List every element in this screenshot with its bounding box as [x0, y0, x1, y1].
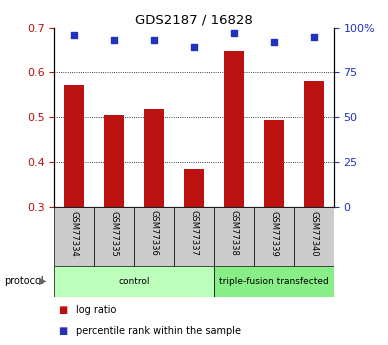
Point: [191, 45, 197, 50]
Text: GSM77337: GSM77337: [189, 210, 199, 256]
Point: [271, 39, 277, 45]
Bar: [264, 119, 284, 207]
Bar: [104, 115, 124, 207]
Bar: [214, 266, 334, 297]
Bar: [254, 207, 294, 266]
Bar: [304, 80, 324, 207]
Text: log ratio: log ratio: [76, 305, 116, 315]
Bar: [214, 207, 254, 266]
Text: triple-fusion transfected: triple-fusion transfected: [219, 277, 329, 286]
Text: ■: ■: [58, 326, 68, 336]
Text: GSM77339: GSM77339: [269, 210, 278, 256]
Bar: [94, 207, 134, 266]
Text: GSM77334: GSM77334: [70, 210, 79, 256]
Bar: [64, 85, 84, 207]
Text: protocol: protocol: [4, 276, 43, 286]
Point: [151, 37, 157, 43]
Bar: [54, 266, 214, 297]
Bar: [224, 51, 244, 207]
Bar: [184, 169, 204, 207]
Bar: [174, 207, 214, 266]
Bar: [134, 207, 174, 266]
Bar: [54, 207, 94, 266]
Text: GSM77336: GSM77336: [150, 210, 159, 256]
Point: [311, 34, 317, 39]
Text: GSM77338: GSM77338: [229, 210, 238, 256]
Text: control: control: [118, 277, 150, 286]
Text: GSM77335: GSM77335: [110, 210, 119, 256]
Bar: [294, 207, 334, 266]
Bar: [144, 109, 164, 207]
Text: percentile rank within the sample: percentile rank within the sample: [76, 326, 241, 336]
Text: GSM77340: GSM77340: [309, 210, 318, 256]
Text: ▶: ▶: [39, 276, 46, 286]
Point: [231, 30, 237, 36]
Point: [111, 37, 117, 43]
Title: GDS2187 / 16828: GDS2187 / 16828: [135, 13, 253, 27]
Point: [71, 32, 77, 38]
Text: ■: ■: [58, 305, 68, 315]
